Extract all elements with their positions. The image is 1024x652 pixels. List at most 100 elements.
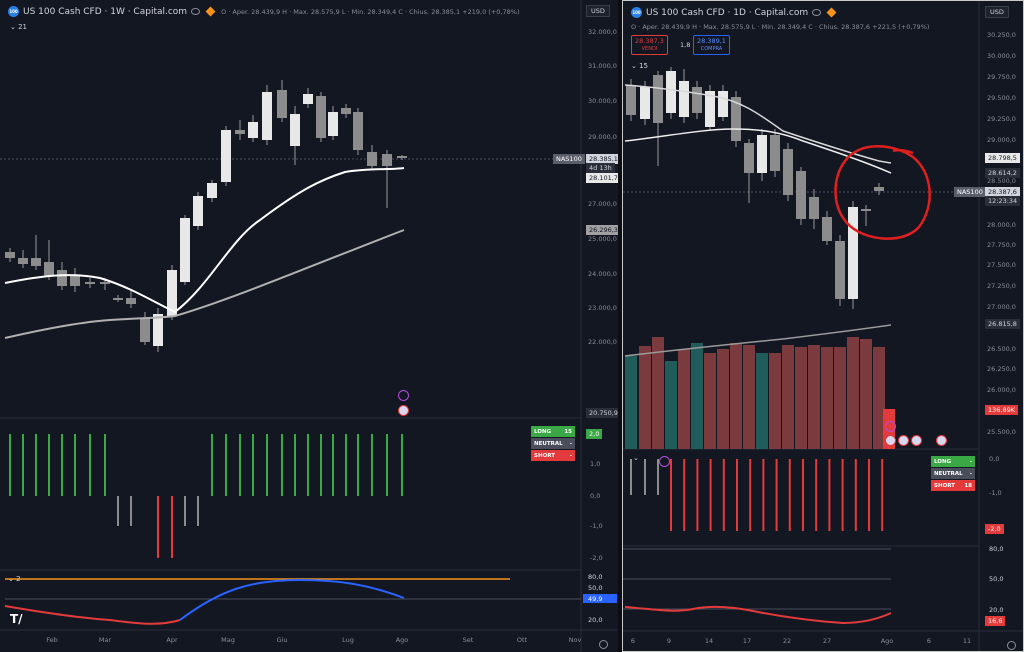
left-last-price: 28.385,1: [586, 154, 618, 164]
right-currency-selector[interactable]: USD: [985, 6, 1009, 18]
settings-event-icon[interactable]: [659, 456, 670, 467]
right-price-tick: 30.250,0: [987, 31, 1016, 39]
right-rsi-tick: 50,0: [989, 575, 1003, 583]
left-candle: [100, 282, 110, 284]
right-volume-bar: [691, 343, 703, 449]
right-volume-bar: [795, 347, 807, 449]
right-candle: [757, 135, 767, 173]
left-ma1-label: 28.101,7: [586, 173, 618, 183]
left-price-tick: 32.000,0: [588, 28, 617, 36]
left-candle: [180, 218, 190, 282]
right-candle: [705, 91, 715, 127]
left-rsi-value: 49,9: [588, 595, 602, 603]
settings-gear-icon[interactable]: [599, 640, 608, 649]
left-price-tick: 27.000,0: [588, 200, 617, 208]
us-flag-event-icon-2[interactable]: [898, 435, 909, 446]
left-candle: [193, 196, 203, 226]
right-candle: [874, 187, 884, 191]
left-ohlc-values: O · Aper. 28.439,9 H · Max. 28.575,9 L ·…: [221, 7, 520, 16]
sell-label: VENDI: [641, 46, 658, 52]
right-price-tick: 26.250,0: [987, 365, 1016, 373]
right-ma2-label: 28.614,2: [985, 168, 1020, 178]
left-neutral-signal: NEUTRAL -: [531, 438, 575, 449]
right-volume-bar: [834, 347, 846, 449]
right-volume-bar: [743, 345, 755, 449]
left-time-tick: Set: [463, 636, 474, 644]
right-time-tick: 6: [927, 637, 931, 645]
eye-icon[interactable]: [191, 8, 201, 15]
right-signal-toggle[interactable]: ⌄: [633, 454, 639, 462]
left-chart-pane[interactable]: 32.000,0 31.000,0 30.000,0 29.000,0 27.000,0…: [0, 0, 618, 652]
sell-button[interactable]: 28.387,3 VENDI: [631, 35, 668, 55]
left-price-tick: 24.000,0: [588, 270, 617, 278]
right-price-tick: 26.000,0: [987, 386, 1016, 394]
left-time-tick: Feb: [46, 636, 58, 644]
right-chart-pane[interactable]: 30.250,0 30.000,0 29.750,0 29.500,0 29.250,0…: [622, 0, 1024, 652]
us-flag-event-icon[interactable]: [398, 405, 409, 416]
left-indicators-toggle[interactable]: ⌄ 21: [10, 23, 28, 31]
left-rsi-value-bg: [583, 594, 617, 603]
right-volume-bar: [704, 353, 716, 449]
left-candle: [31, 258, 41, 266]
right-neutral-signal: NEUTRAL -: [931, 468, 975, 479]
left-rsi-tick: 20,0: [588, 616, 602, 624]
flash-event-icon[interactable]: [398, 390, 409, 401]
pane-separator[interactable]: [618, 0, 622, 652]
right-ma1-label: 28.798,5: [985, 153, 1020, 163]
right-symbol-title[interactable]: US 100 Cash CFD · 1D · Capital.com: [646, 7, 809, 18]
right-candle: [640, 87, 650, 119]
right-candle: [783, 149, 793, 195]
left-signal-tick: -2,0: [590, 554, 603, 562]
right-price-tick: 26.500,0: [987, 345, 1016, 353]
right-candle: [809, 197, 819, 219]
right-volume-bar: [756, 353, 768, 449]
left-rsi-toggle[interactable]: ⌄ 2: [8, 575, 21, 583]
left-time-tick: Nov: [569, 636, 582, 644]
left-candle: [70, 276, 80, 286]
left-currency-selector[interactable]: USD: [586, 5, 610, 17]
left-candle: [18, 258, 28, 264]
right-candle: [666, 71, 676, 113]
left-candle: [221, 130, 231, 182]
left-symbol-title[interactable]: US 100 Cash CFD · 1W · Capital.com: [23, 6, 188, 17]
right-rsi-tick: 20,0: [989, 606, 1003, 614]
right-volume-bar: [847, 337, 859, 449]
left-rsi-line-blue: [179, 578, 405, 621]
us-flag-event-icon-3[interactable]: [911, 435, 922, 446]
left-candle: [167, 270, 177, 316]
right-candle: [653, 75, 663, 123]
left-chart-canvas[interactable]: 32.000,0 31.000,0 30.000,0 29.000,0 27.000,0…: [0, 0, 618, 652]
right-chart-canvas[interactable]: 30.250,0 30.000,0 29.750,0 29.500,0 29.250,0…: [623, 1, 1024, 652]
right-time-tick: 9: [667, 637, 671, 645]
right-candle: [626, 85, 636, 115]
right-price-tick: 27.000,0: [987, 303, 1016, 311]
buy-price: 28.389,1: [697, 37, 726, 45]
right-candle: [822, 217, 832, 241]
right-candle: [718, 91, 728, 117]
buy-button[interactable]: 28.389,1 COMPRA: [693, 35, 730, 55]
left-time-tick: Mar: [99, 636, 112, 644]
right-volume-bar: [665, 361, 677, 449]
left-candle: [153, 314, 163, 346]
left-signal-tick: 0,0: [590, 492, 600, 500]
right-volume-bar: [821, 347, 833, 449]
left-indicator-count: 21: [18, 23, 28, 31]
right-indicators-toggle[interactable]: ⌄ 15: [631, 62, 649, 70]
left-price-tick: 29.000,0: [588, 133, 617, 141]
right-time-tick: 14: [705, 637, 713, 645]
left-countdown: 4d 13h: [586, 163, 615, 173]
left-symbol-tag: NAS100: [553, 154, 585, 164]
left-candle: [44, 262, 54, 276]
left-candle: [262, 92, 272, 140]
sell-price: 28.387,3: [635, 37, 664, 45]
us-flag-event-icon-1[interactable]: [885, 435, 896, 446]
settings-gear-icon-right[interactable]: [1007, 641, 1016, 650]
left-time-tick: Apr: [166, 636, 178, 644]
right-time-tick: 17: [743, 637, 751, 645]
us-flag-event-icon-4[interactable]: [936, 435, 947, 446]
right-indicator-count: 15: [639, 62, 649, 70]
right-volume-bar: [808, 345, 820, 449]
eye-icon-right[interactable]: [812, 9, 822, 16]
left-candle: [397, 156, 407, 158]
flash-event-icon-right[interactable]: [885, 421, 896, 432]
